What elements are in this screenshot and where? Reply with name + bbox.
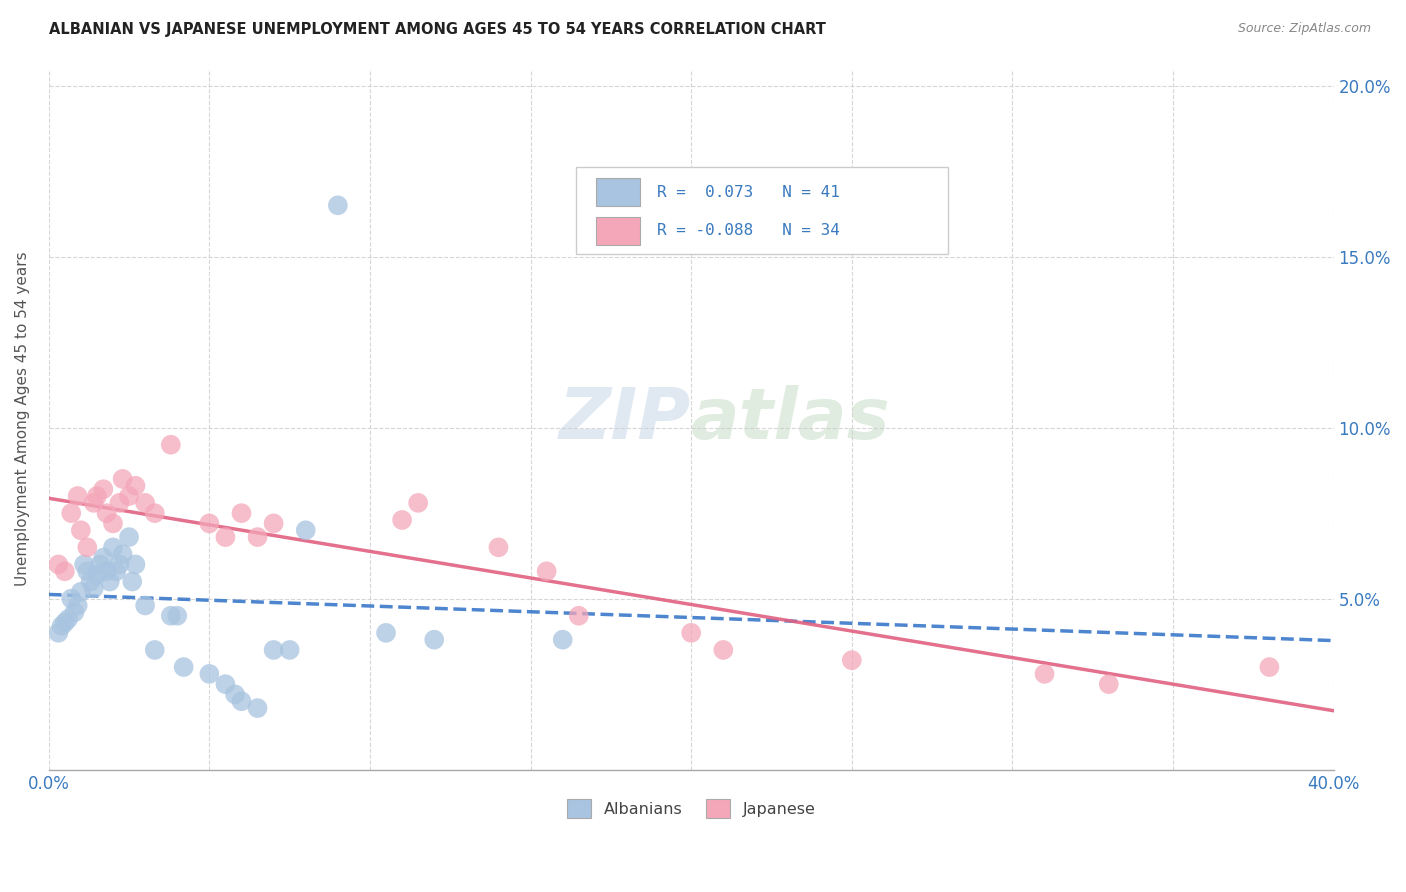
- Point: [1098, 677, 1121, 691]
- Point: [841, 653, 863, 667]
- Point: [294, 523, 316, 537]
- Point: [86, 489, 108, 503]
- Point: [568, 608, 591, 623]
- Point: [48, 625, 70, 640]
- Point: [73, 558, 96, 572]
- Point: [51, 619, 73, 633]
- Point: [214, 530, 236, 544]
- Point: [96, 506, 118, 520]
- Point: [83, 582, 105, 596]
- Point: [76, 564, 98, 578]
- Point: [53, 564, 76, 578]
- Point: [56, 612, 79, 626]
- FancyBboxPatch shape: [575, 167, 948, 254]
- Point: [246, 701, 269, 715]
- Y-axis label: Unemployment Among Ages 45 to 54 years: Unemployment Among Ages 45 to 54 years: [15, 252, 30, 586]
- Point: [121, 574, 143, 589]
- Point: [214, 677, 236, 691]
- Legend: Albanians, Japanese: Albanians, Japanese: [560, 792, 823, 825]
- Point: [536, 564, 558, 578]
- Point: [166, 608, 188, 623]
- Point: [108, 558, 131, 572]
- Point: [70, 584, 93, 599]
- Point: [159, 438, 181, 452]
- Point: [105, 564, 128, 578]
- FancyBboxPatch shape: [596, 217, 640, 244]
- Point: [118, 489, 141, 503]
- Point: [79, 574, 101, 589]
- Point: [66, 489, 89, 503]
- Point: [124, 558, 146, 572]
- Point: [118, 530, 141, 544]
- Point: [134, 599, 156, 613]
- Point: [108, 496, 131, 510]
- Point: [76, 541, 98, 555]
- Text: R = -0.088   N = 34: R = -0.088 N = 34: [657, 223, 839, 238]
- Point: [326, 198, 349, 212]
- Point: [263, 643, 285, 657]
- Point: [93, 550, 115, 565]
- Point: [98, 574, 121, 589]
- Text: ZIP: ZIP: [560, 384, 692, 454]
- Point: [143, 643, 166, 657]
- Point: [70, 523, 93, 537]
- Point: [111, 472, 134, 486]
- Point: [406, 496, 429, 510]
- Point: [83, 496, 105, 510]
- Text: Source: ZipAtlas.com: Source: ZipAtlas.com: [1237, 22, 1371, 36]
- Point: [63, 605, 86, 619]
- Point: [96, 564, 118, 578]
- Point: [134, 496, 156, 510]
- Point: [1033, 666, 1056, 681]
- Point: [53, 615, 76, 630]
- Point: [711, 643, 734, 657]
- Point: [60, 591, 83, 606]
- Point: [101, 516, 124, 531]
- Point: [488, 541, 510, 555]
- Point: [101, 541, 124, 555]
- Point: [198, 516, 221, 531]
- Text: ALBANIAN VS JAPANESE UNEMPLOYMENT AMONG AGES 45 TO 54 YEARS CORRELATION CHART: ALBANIAN VS JAPANESE UNEMPLOYMENT AMONG …: [49, 22, 827, 37]
- Text: R =  0.073   N = 41: R = 0.073 N = 41: [657, 185, 839, 200]
- FancyBboxPatch shape: [596, 178, 640, 206]
- Point: [198, 666, 221, 681]
- Point: [224, 687, 246, 701]
- Point: [60, 506, 83, 520]
- Point: [173, 660, 195, 674]
- Point: [246, 530, 269, 544]
- Point: [231, 694, 253, 708]
- Point: [124, 479, 146, 493]
- Point: [681, 625, 703, 640]
- Point: [48, 558, 70, 572]
- Point: [86, 567, 108, 582]
- Point: [278, 643, 301, 657]
- Point: [263, 516, 285, 531]
- Point: [1258, 660, 1281, 674]
- Point: [391, 513, 413, 527]
- Point: [231, 506, 253, 520]
- Point: [111, 547, 134, 561]
- Point: [143, 506, 166, 520]
- Point: [89, 558, 111, 572]
- Point: [551, 632, 574, 647]
- Point: [375, 625, 398, 640]
- Point: [66, 599, 89, 613]
- Point: [93, 482, 115, 496]
- Text: atlas: atlas: [692, 384, 891, 454]
- Point: [159, 608, 181, 623]
- Point: [423, 632, 446, 647]
